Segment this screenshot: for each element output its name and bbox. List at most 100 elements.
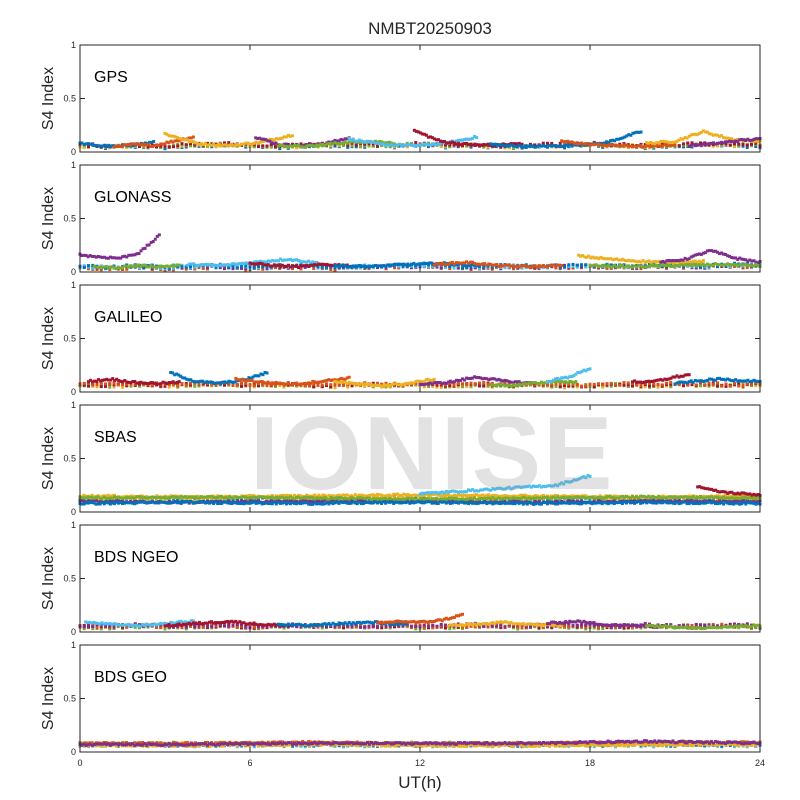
data-point bbox=[218, 494, 222, 498]
data-point bbox=[643, 144, 647, 148]
data-point bbox=[337, 383, 341, 387]
data-point bbox=[157, 233, 161, 237]
data-point bbox=[278, 382, 282, 386]
data-point bbox=[687, 373, 691, 377]
data-point bbox=[301, 496, 305, 500]
data-point bbox=[82, 381, 86, 385]
data-point bbox=[157, 143, 161, 147]
data-point bbox=[726, 377, 730, 381]
data-point bbox=[422, 264, 426, 268]
data-point bbox=[347, 375, 351, 379]
data-point bbox=[331, 140, 335, 144]
data-point bbox=[414, 379, 418, 383]
data-point bbox=[745, 143, 749, 147]
data-point bbox=[189, 383, 192, 387]
data-point bbox=[744, 494, 748, 498]
data-point bbox=[495, 143, 499, 147]
data-point bbox=[446, 262, 450, 266]
data-point bbox=[205, 380, 209, 384]
data-point bbox=[536, 144, 540, 148]
data-point bbox=[211, 380, 215, 384]
data-point bbox=[580, 384, 583, 388]
data-point bbox=[463, 493, 467, 497]
data-point bbox=[335, 496, 339, 500]
data-point bbox=[184, 267, 188, 271]
data-point bbox=[444, 266, 447, 270]
data-point bbox=[742, 379, 746, 383]
data-point bbox=[669, 140, 673, 144]
data-point bbox=[146, 145, 150, 149]
data-point bbox=[635, 145, 639, 149]
data-point bbox=[278, 143, 282, 147]
data-point bbox=[728, 139, 732, 143]
data-point bbox=[486, 145, 490, 149]
data-point bbox=[94, 144, 98, 148]
data-point bbox=[210, 263, 214, 267]
data-point bbox=[537, 382, 541, 386]
data-point bbox=[109, 255, 113, 259]
data-point bbox=[287, 258, 291, 262]
data-point bbox=[517, 380, 521, 384]
data-point bbox=[673, 143, 677, 147]
data-point bbox=[139, 265, 143, 269]
data-point bbox=[355, 382, 359, 386]
data-point bbox=[203, 495, 207, 499]
data-point bbox=[112, 381, 116, 385]
data-point bbox=[575, 265, 579, 269]
data-point bbox=[438, 262, 442, 266]
data-point bbox=[280, 382, 284, 386]
data-point bbox=[87, 264, 90, 268]
data-point bbox=[554, 382, 558, 386]
data-point bbox=[639, 499, 643, 503]
data-point bbox=[736, 499, 740, 503]
data-point bbox=[746, 499, 750, 503]
data-point bbox=[367, 142, 371, 146]
data-point bbox=[420, 143, 424, 147]
data-point bbox=[479, 376, 483, 380]
data-point bbox=[288, 144, 292, 148]
data-point bbox=[384, 499, 388, 503]
data-point bbox=[282, 496, 286, 500]
data-point bbox=[214, 383, 218, 387]
data-point bbox=[390, 263, 394, 267]
data-point bbox=[268, 139, 272, 143]
data-point bbox=[475, 143, 479, 147]
data-point bbox=[531, 381, 535, 385]
data-point bbox=[376, 381, 379, 385]
data-point bbox=[286, 382, 290, 386]
data-point bbox=[503, 263, 507, 267]
data-point bbox=[206, 143, 209, 147]
data-point bbox=[335, 499, 339, 503]
data-point bbox=[349, 140, 353, 144]
data-point bbox=[469, 381, 473, 385]
data-point bbox=[567, 264, 571, 268]
data-point bbox=[665, 259, 669, 263]
data-point bbox=[163, 142, 167, 146]
data-point bbox=[329, 144, 333, 148]
data-point bbox=[611, 258, 615, 262]
data-point bbox=[541, 493, 545, 497]
data-point bbox=[567, 263, 571, 267]
data-point bbox=[274, 141, 278, 145]
data-point bbox=[171, 494, 175, 498]
data-point bbox=[586, 142, 590, 146]
data-point bbox=[212, 500, 216, 504]
data-point bbox=[681, 263, 685, 267]
data-point bbox=[257, 384, 260, 388]
data-point bbox=[197, 142, 201, 146]
data-point bbox=[159, 264, 163, 268]
data-point bbox=[357, 263, 361, 267]
data-point bbox=[452, 266, 456, 270]
data-point bbox=[487, 493, 491, 497]
data-point bbox=[732, 500, 736, 504]
data-point bbox=[430, 261, 434, 265]
data-point bbox=[746, 495, 750, 499]
data-point bbox=[268, 259, 272, 263]
data-point bbox=[351, 494, 355, 498]
data-point bbox=[341, 138, 345, 142]
data-point bbox=[575, 263, 579, 267]
data-point bbox=[361, 499, 365, 503]
data-point bbox=[125, 255, 129, 259]
data-point bbox=[312, 382, 316, 386]
data-point bbox=[741, 382, 745, 386]
